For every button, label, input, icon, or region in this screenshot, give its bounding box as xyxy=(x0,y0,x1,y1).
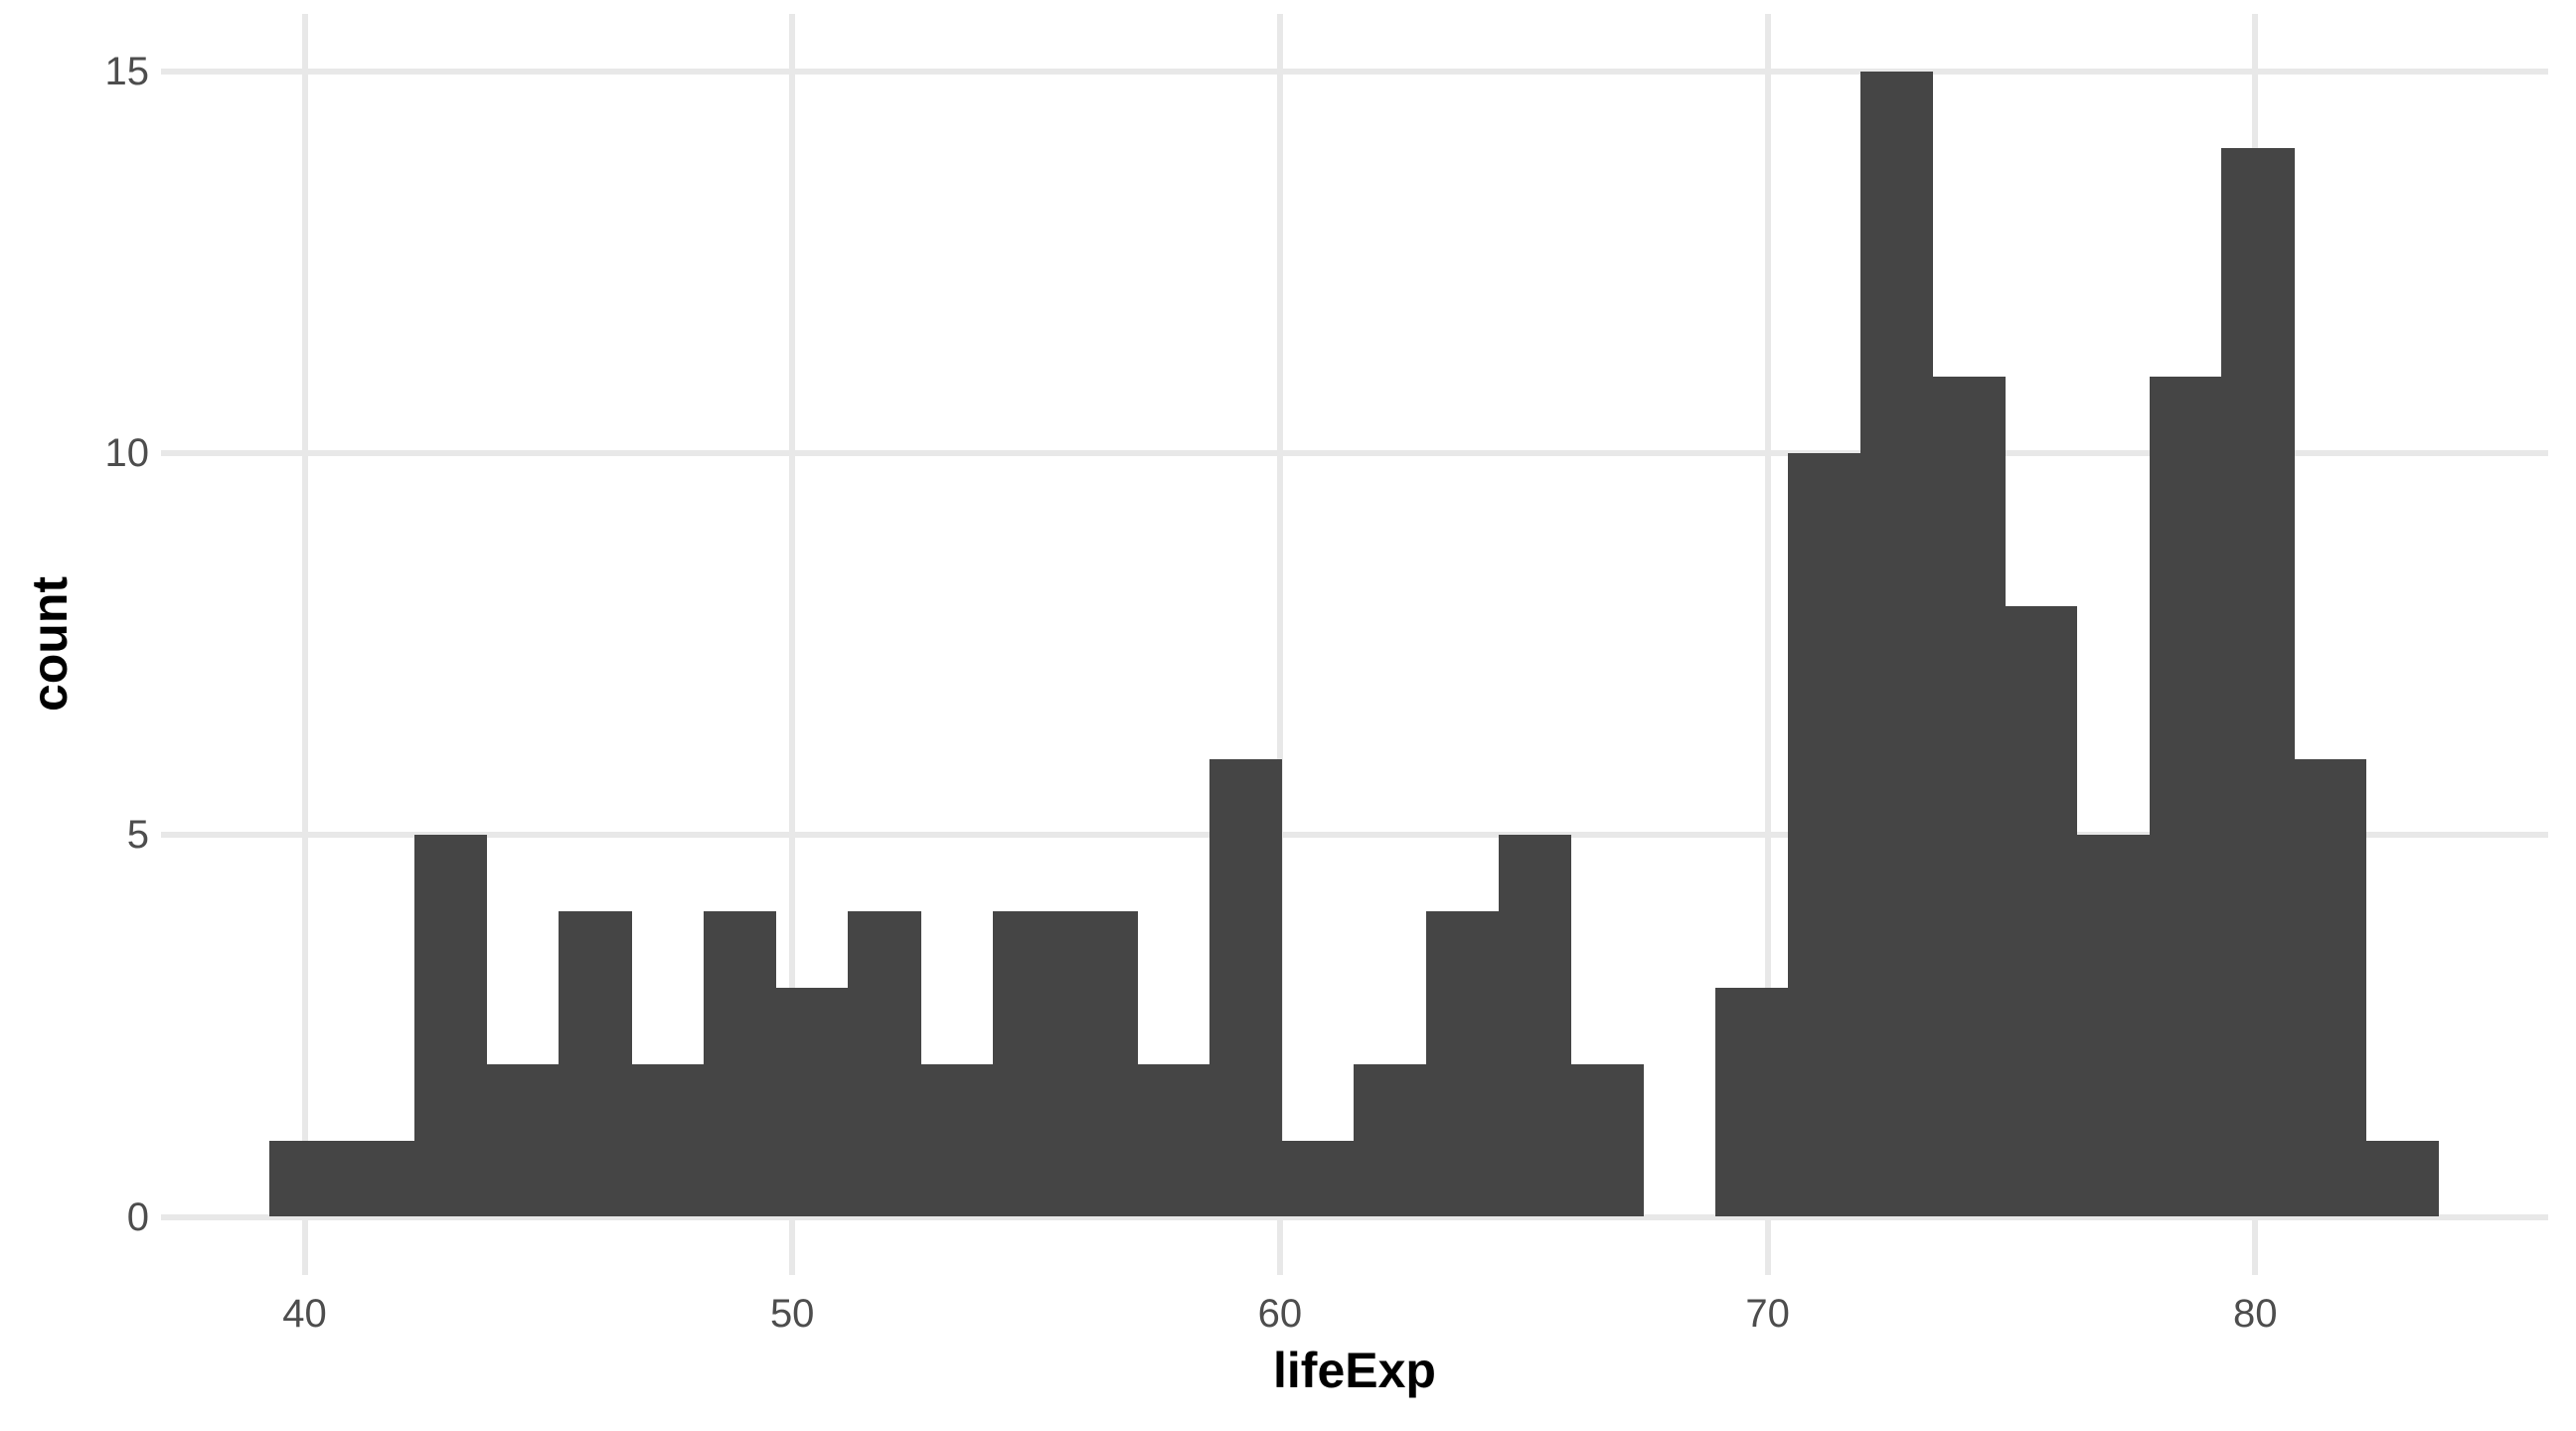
y-axis-title: count xyxy=(22,575,78,713)
x-tick-label: 70 xyxy=(1745,1292,1790,1336)
histogram-bar xyxy=(992,911,1066,1217)
plot-panel xyxy=(161,14,2548,1275)
histogram-bar xyxy=(1137,1063,1210,1217)
histogram-bar xyxy=(1064,911,1138,1217)
histogram-bar xyxy=(1354,1063,1427,1217)
histogram-bar xyxy=(2221,147,2295,1217)
histogram-bar xyxy=(1498,835,1572,1217)
major-gridline-vertical xyxy=(789,14,796,1275)
histogram-bar xyxy=(2149,377,2222,1217)
y-tick-label: 0 xyxy=(126,1194,149,1239)
histogram-bar xyxy=(2076,835,2151,1217)
histogram-bar xyxy=(269,1140,343,1217)
x-tick-label: 40 xyxy=(282,1292,327,1336)
major-gridline-vertical xyxy=(1764,14,1771,1275)
histogram-bar xyxy=(413,835,488,1217)
histogram-bar xyxy=(775,988,849,1217)
y-tick-label: 5 xyxy=(126,813,149,858)
histogram-bar xyxy=(2005,605,2078,1217)
histogram-bar xyxy=(1932,377,2006,1217)
major-gridline-horizontal xyxy=(161,1213,2548,1220)
histogram-bar xyxy=(486,1063,560,1217)
histogram-bar xyxy=(1859,72,1933,1217)
histogram-bar xyxy=(703,911,777,1217)
histogram-bar xyxy=(1208,758,1283,1217)
histogram-bar xyxy=(1787,453,1861,1217)
major-gridline-horizontal xyxy=(161,832,2548,839)
major-gridline-vertical xyxy=(301,14,308,1275)
histogram-bar xyxy=(342,1140,415,1217)
x-tick-label: 60 xyxy=(1257,1292,1303,1336)
histogram-bar xyxy=(1570,1063,1645,1217)
y-tick-label: 15 xyxy=(104,50,150,94)
histogram-bar xyxy=(848,911,921,1217)
histogram-bar xyxy=(2294,758,2367,1217)
histogram-bar xyxy=(1426,911,1500,1217)
histogram-bar xyxy=(2365,1140,2440,1217)
histogram-bar xyxy=(920,1063,994,1217)
major-gridline-vertical xyxy=(1276,14,1283,1275)
major-gridline-horizontal xyxy=(161,69,2548,76)
histogram-bar xyxy=(559,911,632,1217)
x-axis-title: lifeExp xyxy=(1273,1343,1436,1398)
histogram-bar xyxy=(1281,1140,1356,1217)
major-gridline-horizontal xyxy=(161,450,2548,457)
x-tick-label: 50 xyxy=(769,1292,815,1336)
histogram-bar xyxy=(1715,988,1789,1217)
histogram-bar xyxy=(631,1063,705,1217)
x-tick-label: 80 xyxy=(2233,1292,2278,1336)
y-tick-label: 10 xyxy=(104,431,150,476)
